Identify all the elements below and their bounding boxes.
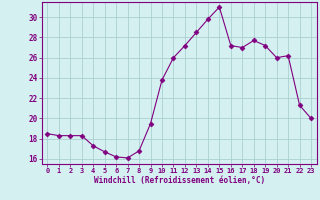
X-axis label: Windchill (Refroidissement éolien,°C): Windchill (Refroidissement éolien,°C) bbox=[94, 176, 265, 185]
